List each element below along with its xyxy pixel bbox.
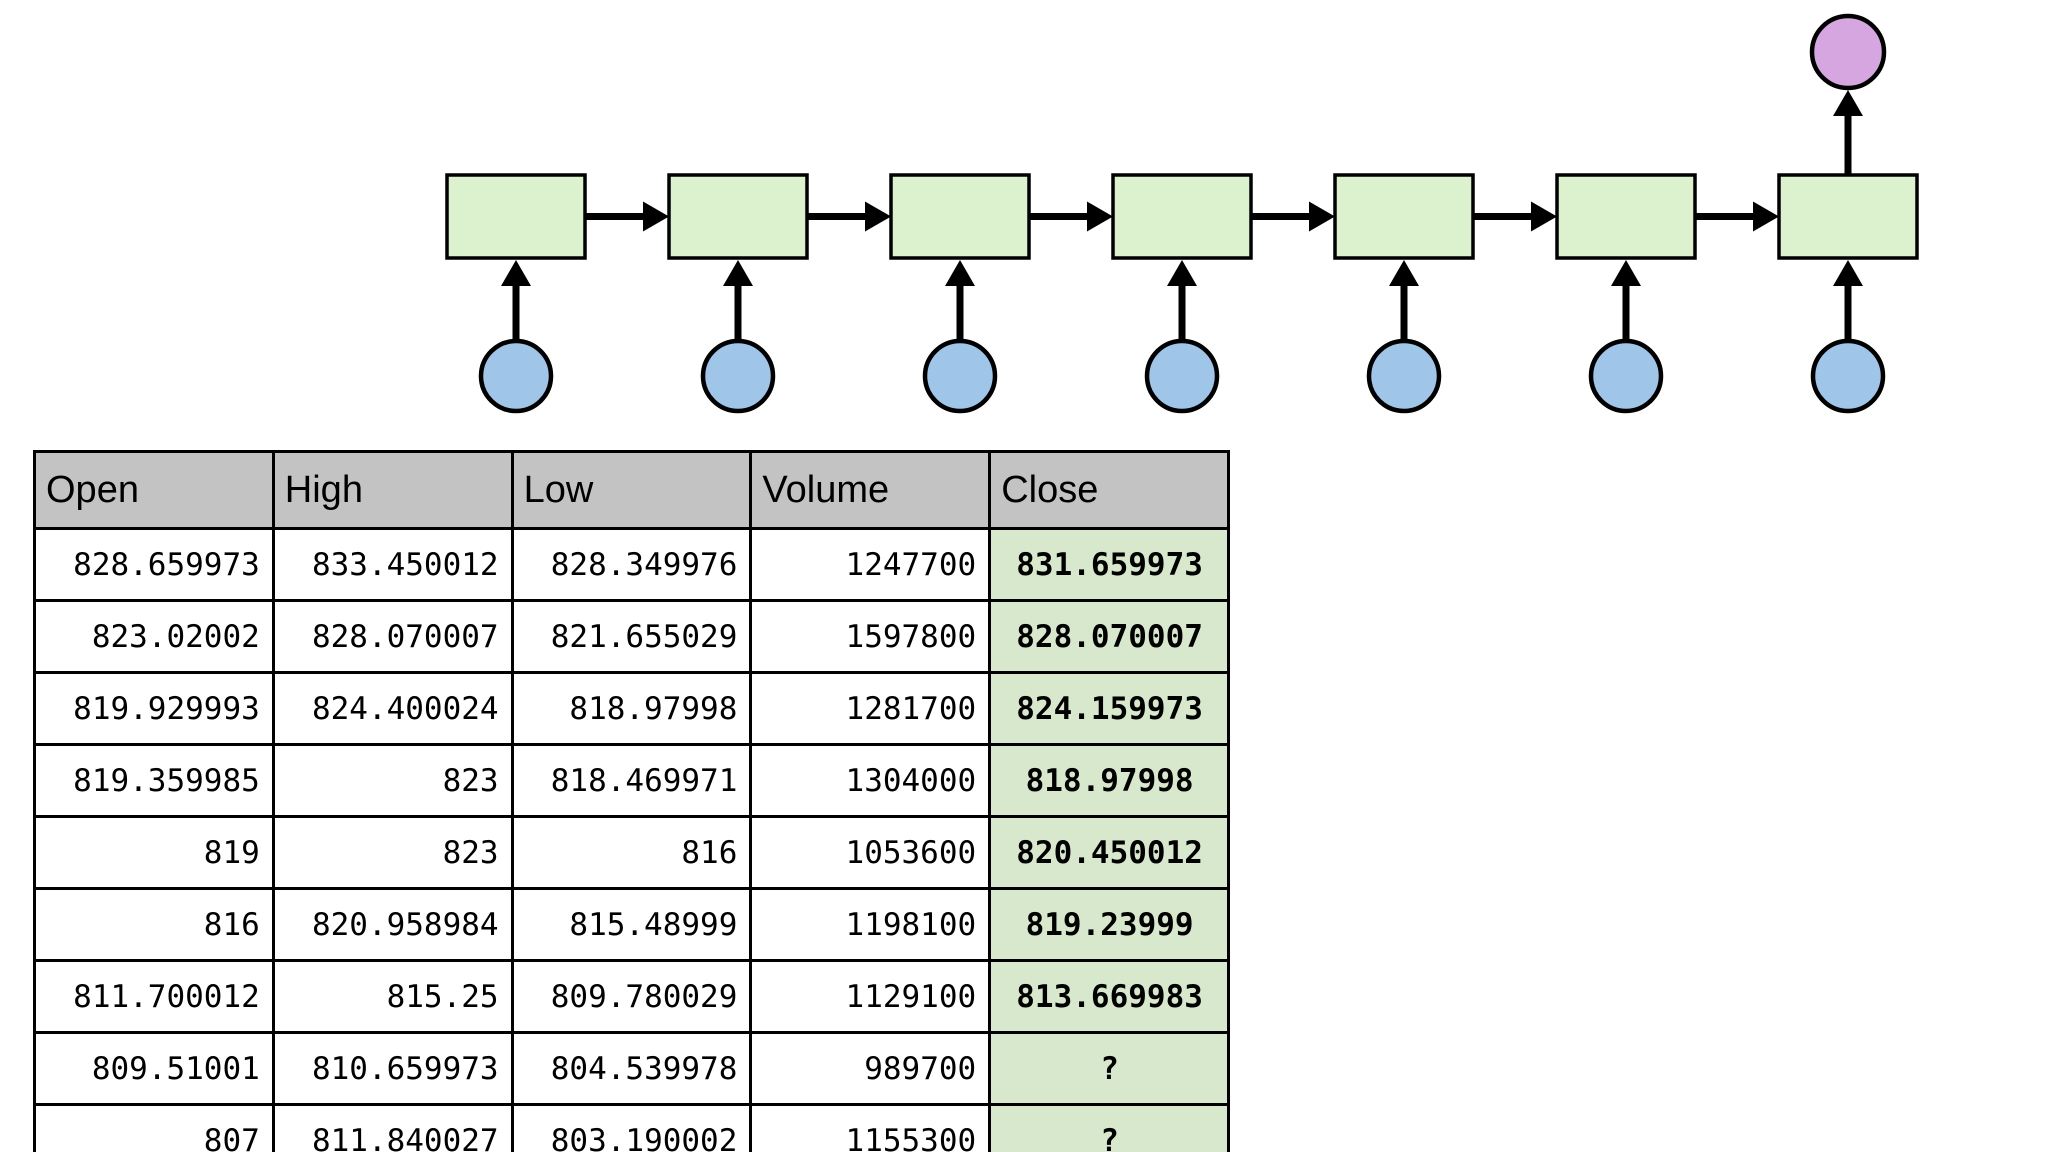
rnn-cell [889, 173, 1031, 260]
input-arrow-head [1167, 260, 1197, 286]
table-row: 811.700012 815.25 809.780029 1129100 813.669… [33, 959, 1230, 1034]
input-node [700, 338, 776, 414]
data-cell: 811.840027 [271, 1103, 514, 1152]
table-row: 807 811.840027 803.190002 1155300? [33, 1103, 1230, 1152]
data-cell: 823 [271, 743, 514, 818]
rnn-cell [445, 173, 587, 260]
data-cell: 1247700 [749, 527, 992, 602]
input-node [1366, 338, 1442, 414]
data-cell: 815.25 [271, 959, 514, 1034]
input-arrow-head [1833, 260, 1863, 286]
column-header-close: Close [988, 450, 1230, 530]
data-cell: 1304000 [749, 743, 992, 818]
data-cell: 821.655029 [510, 599, 753, 674]
data-cell: 819 [33, 815, 275, 890]
table-row: 816 820.958984 815.48999 1198100 819.23999 [33, 887, 1230, 962]
data-cell: 1155300 [749, 1103, 992, 1152]
data-cell: 1129100 [749, 959, 992, 1034]
data-cell: 1198100 [749, 887, 992, 962]
ohlcv-table: Open High Low Volume Close 828.659973 833.450… [33, 450, 1230, 1152]
close-value-cell: 831.659973 [988, 527, 1230, 602]
column-header-high: High [271, 450, 514, 530]
close-value-cell: ? [988, 1031, 1230, 1106]
table-row: 809.51001 810.659973 804.539978 989700? [33, 1031, 1230, 1106]
recurrent-arrow-head [1087, 201, 1113, 232]
column-header-open: Open [33, 450, 275, 530]
data-cell: 818.97998 [510, 671, 753, 746]
recurrent-arrow-head [865, 201, 891, 232]
table-row: 828.659973 833.450012 828.349976 1247700 831… [33, 527, 1230, 602]
rnn-cell [1777, 173, 1919, 260]
data-cell: 819.359985 [33, 743, 275, 818]
rnn-cell [1111, 173, 1253, 260]
output-node [1809, 13, 1887, 91]
data-cell: 815.48999 [510, 887, 753, 962]
data-cell: 803.190002 [510, 1103, 753, 1152]
data-cell: 809.780029 [510, 959, 753, 1034]
table-row: 819.359985 823 818.469971 1304000 818.97998 [33, 743, 1230, 818]
data-cell: 828.349976 [510, 527, 753, 602]
input-arrow-head [501, 260, 531, 286]
input-node [1588, 338, 1664, 414]
data-cell: 804.539978 [510, 1031, 753, 1106]
rnn-cell [1555, 173, 1697, 260]
close-value-cell: 820.450012 [988, 815, 1230, 890]
data-cell: 823 [271, 815, 514, 890]
input-node [922, 338, 998, 414]
close-value-cell: 824.159973 [988, 671, 1230, 746]
data-cell: 810.659973 [271, 1031, 514, 1106]
data-cell: 1053600 [749, 815, 992, 890]
header-row: Open High Low Volume Close [33, 450, 1230, 530]
input-node [1144, 338, 1220, 414]
table-row: 819 823 816 1053600 820.450012 [33, 815, 1230, 890]
data-cell: 816 [510, 815, 753, 890]
close-value-cell: 813.669983 [988, 959, 1230, 1034]
data-cell: 828.070007 [271, 599, 514, 674]
data-cell: 811.700012 [33, 959, 275, 1034]
input-arrow-head [723, 260, 753, 286]
data-cell: 823.02002 [33, 599, 275, 674]
data-cell: 820.958984 [271, 887, 514, 962]
input-arrow-head [945, 260, 975, 286]
data-cell: 819.929993 [33, 671, 275, 746]
rnn-cell [667, 173, 809, 260]
data-cell: 828.659973 [33, 527, 275, 602]
data-cell: 824.400024 [271, 671, 514, 746]
input-node [478, 338, 554, 414]
data-cell: 816 [33, 887, 275, 962]
data-cell: 809.51001 [33, 1031, 275, 1106]
close-value-cell: 819.23999 [988, 887, 1230, 962]
recurrent-arrow-head [1531, 201, 1557, 232]
input-arrow-head [1611, 260, 1641, 286]
output-arrow-head [1833, 90, 1863, 116]
input-arrow-head [1389, 260, 1419, 286]
data-cell: 818.469971 [510, 743, 753, 818]
column-header-volume: Volume [749, 450, 992, 530]
table-row: 823.02002 828.070007 821.655029 1597800 828.… [33, 599, 1230, 674]
recurrent-arrow-head [1309, 201, 1335, 232]
data-cell: 833.450012 [271, 527, 514, 602]
close-value-cell: 818.97998 [988, 743, 1230, 818]
table-row: 819.929993 824.400024 818.97998 1281700 824.… [33, 671, 1230, 746]
input-node [1810, 338, 1886, 414]
rnn-cell [1333, 173, 1475, 260]
data-cell: 1281700 [749, 671, 992, 746]
recurrent-arrow-head [643, 201, 669, 232]
data-cell: 807 [33, 1103, 275, 1152]
recurrent-arrow-head [1753, 201, 1779, 232]
rnn-diagram [445, 13, 1919, 414]
close-value-cell: 828.070007 [988, 599, 1230, 674]
column-header-low: Low [510, 450, 753, 530]
data-cell: 1597800 [749, 599, 992, 674]
close-value-cell: ? [988, 1103, 1230, 1152]
data-cell: 989700 [749, 1031, 992, 1106]
